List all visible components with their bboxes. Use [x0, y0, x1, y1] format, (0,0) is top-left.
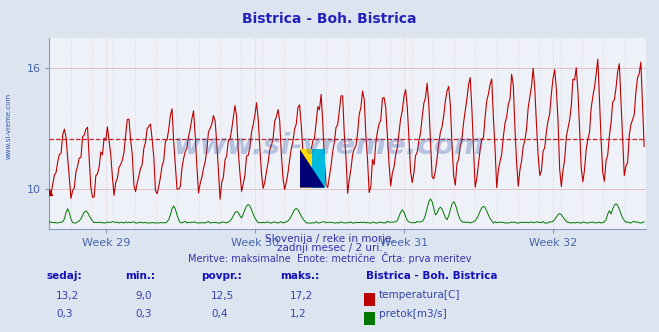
Text: 13,2: 13,2 [56, 290, 79, 300]
Text: pretok[m3/s]: pretok[m3/s] [379, 309, 447, 319]
Text: povpr.:: povpr.: [201, 271, 242, 281]
Text: 0,3: 0,3 [56, 309, 72, 319]
Text: maks.:: maks.: [280, 271, 320, 281]
Text: zadnji mesec / 2 uri.: zadnji mesec / 2 uri. [277, 243, 382, 253]
Text: 0,4: 0,4 [211, 309, 227, 319]
Text: www.si-vreme.com: www.si-vreme.com [5, 93, 11, 159]
Text: Slovenija / reke in morje.: Slovenija / reke in morje. [264, 234, 395, 244]
Polygon shape [300, 149, 312, 188]
Text: 9,0: 9,0 [135, 290, 152, 300]
Text: min.:: min.: [125, 271, 156, 281]
Text: Meritve: maksimalne  Enote: metrične  Črta: prva meritev: Meritve: maksimalne Enote: metrične Črta… [188, 252, 471, 264]
Text: sedaj:: sedaj: [46, 271, 82, 281]
Polygon shape [300, 149, 325, 188]
Text: 12,5: 12,5 [211, 290, 234, 300]
Text: www.si-vreme.com: www.si-vreme.com [174, 132, 485, 160]
Polygon shape [312, 149, 325, 188]
Text: 17,2: 17,2 [290, 290, 313, 300]
Text: 1,2: 1,2 [290, 309, 306, 319]
Text: 0,3: 0,3 [135, 309, 152, 319]
Text: Bistrica - Boh. Bistrica: Bistrica - Boh. Bistrica [366, 271, 498, 281]
Text: Bistrica - Boh. Bistrica: Bistrica - Boh. Bistrica [243, 12, 416, 26]
Text: temperatura[C]: temperatura[C] [379, 290, 461, 300]
